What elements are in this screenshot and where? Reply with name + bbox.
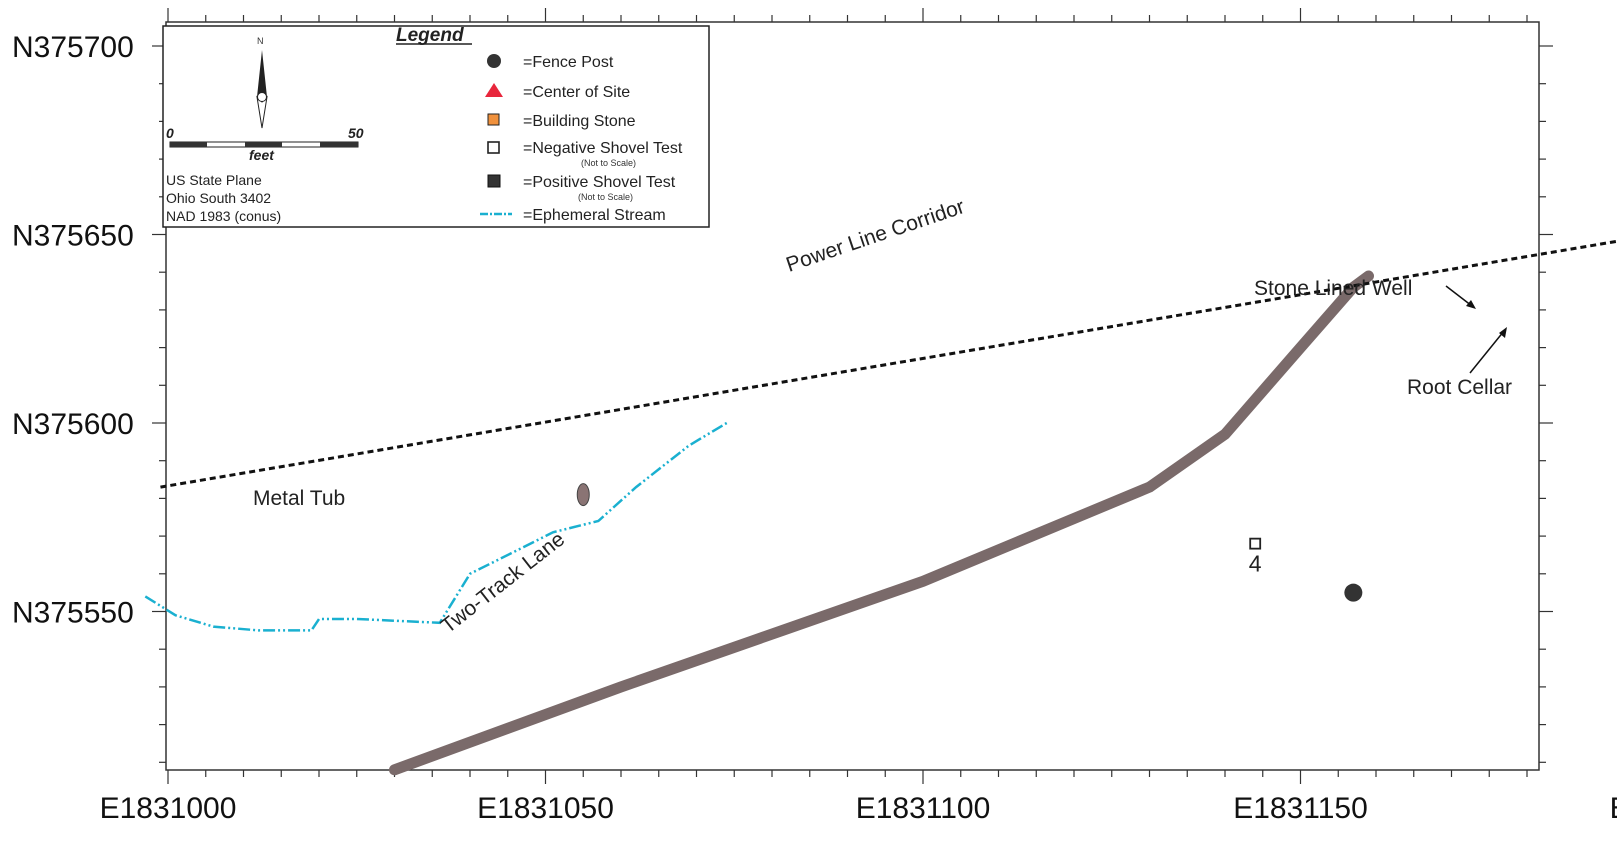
legend-building-stone-label: =Building Stone [523,113,636,130]
projection-line-3: NAD 1983 (conus) [166,208,281,224]
power-line-corridor [160,239,1617,489]
north-arrow-icon: N [256,36,268,129]
negative-shovel-test-icon [1249,537,1262,550]
legend-stream-label: =Ephemeral Stream [523,207,666,224]
legend-fence-post-icon [487,54,501,68]
fence-post-icon [1344,583,1363,602]
legend-negative-note: (Not to Scale) [581,158,636,168]
shovel-test-number: 4 [1249,551,1262,577]
scale-unit: feet [249,147,275,163]
y-axis-label: N375600 [12,408,134,441]
legend-positive-test-label: =Positive Shovel Test [523,174,676,191]
well-arrow [1445,285,1476,309]
ephemeral-stream [144,421,728,632]
legend-fence-post-label: =Fence Post [523,54,614,71]
scale-start: 0 [166,125,174,141]
x-axis-label: E1831050 [477,792,614,825]
legend-title: Legend [396,25,464,46]
stone-lined-well-label: Stone Lined Well [1254,277,1412,300]
scale-bar: 0 50 feet [166,125,364,163]
legend-negative-test-icon [487,141,500,154]
y-axis-label: N375700 [12,31,134,64]
x-axis-label: E1831200 [1610,792,1617,825]
x-axis-label: E1831100 [856,792,991,825]
projection-line-1: US State Plane [166,172,262,188]
two-track-lane [389,270,1374,776]
legend-negative-test-label: =Negative Shovel Test [523,140,683,157]
map-points: 23415 [576,483,1363,602]
y-axis-label: N375550 [12,597,134,630]
scale-end: 50 [348,125,364,141]
legend-positive-note: (Not to Scale) [578,192,633,202]
x-axis-label: E1831150 [1233,792,1368,825]
projection-line-2: Ohio South 3402 [166,190,271,206]
axis-ticks [152,8,1553,784]
root-cellar-arrow [1469,327,1507,374]
metal-tub-label: Metal Tub [253,487,345,510]
metal-tub-icon [576,483,590,507]
root-cellar-label: Root Cellar [1407,376,1512,399]
axis-labels: E1831000 E1831050 E1831100 E1831150 E1831200… [12,31,1617,825]
north-label: N [257,36,264,46]
y-axis-label: N375650 [12,220,134,253]
legend-box: Legend N 0 50 feet US State Plane Ohio S… [162,25,710,228]
legend-center-label: =Center of Site [523,84,630,101]
legend-building-stone-icon [487,113,500,126]
map-features: 23415 [144,239,1617,776]
x-axis-label: E1831000 [100,792,237,825]
legend-center-of-site-icon [485,83,503,97]
legend-positive-test-icon [487,174,501,188]
